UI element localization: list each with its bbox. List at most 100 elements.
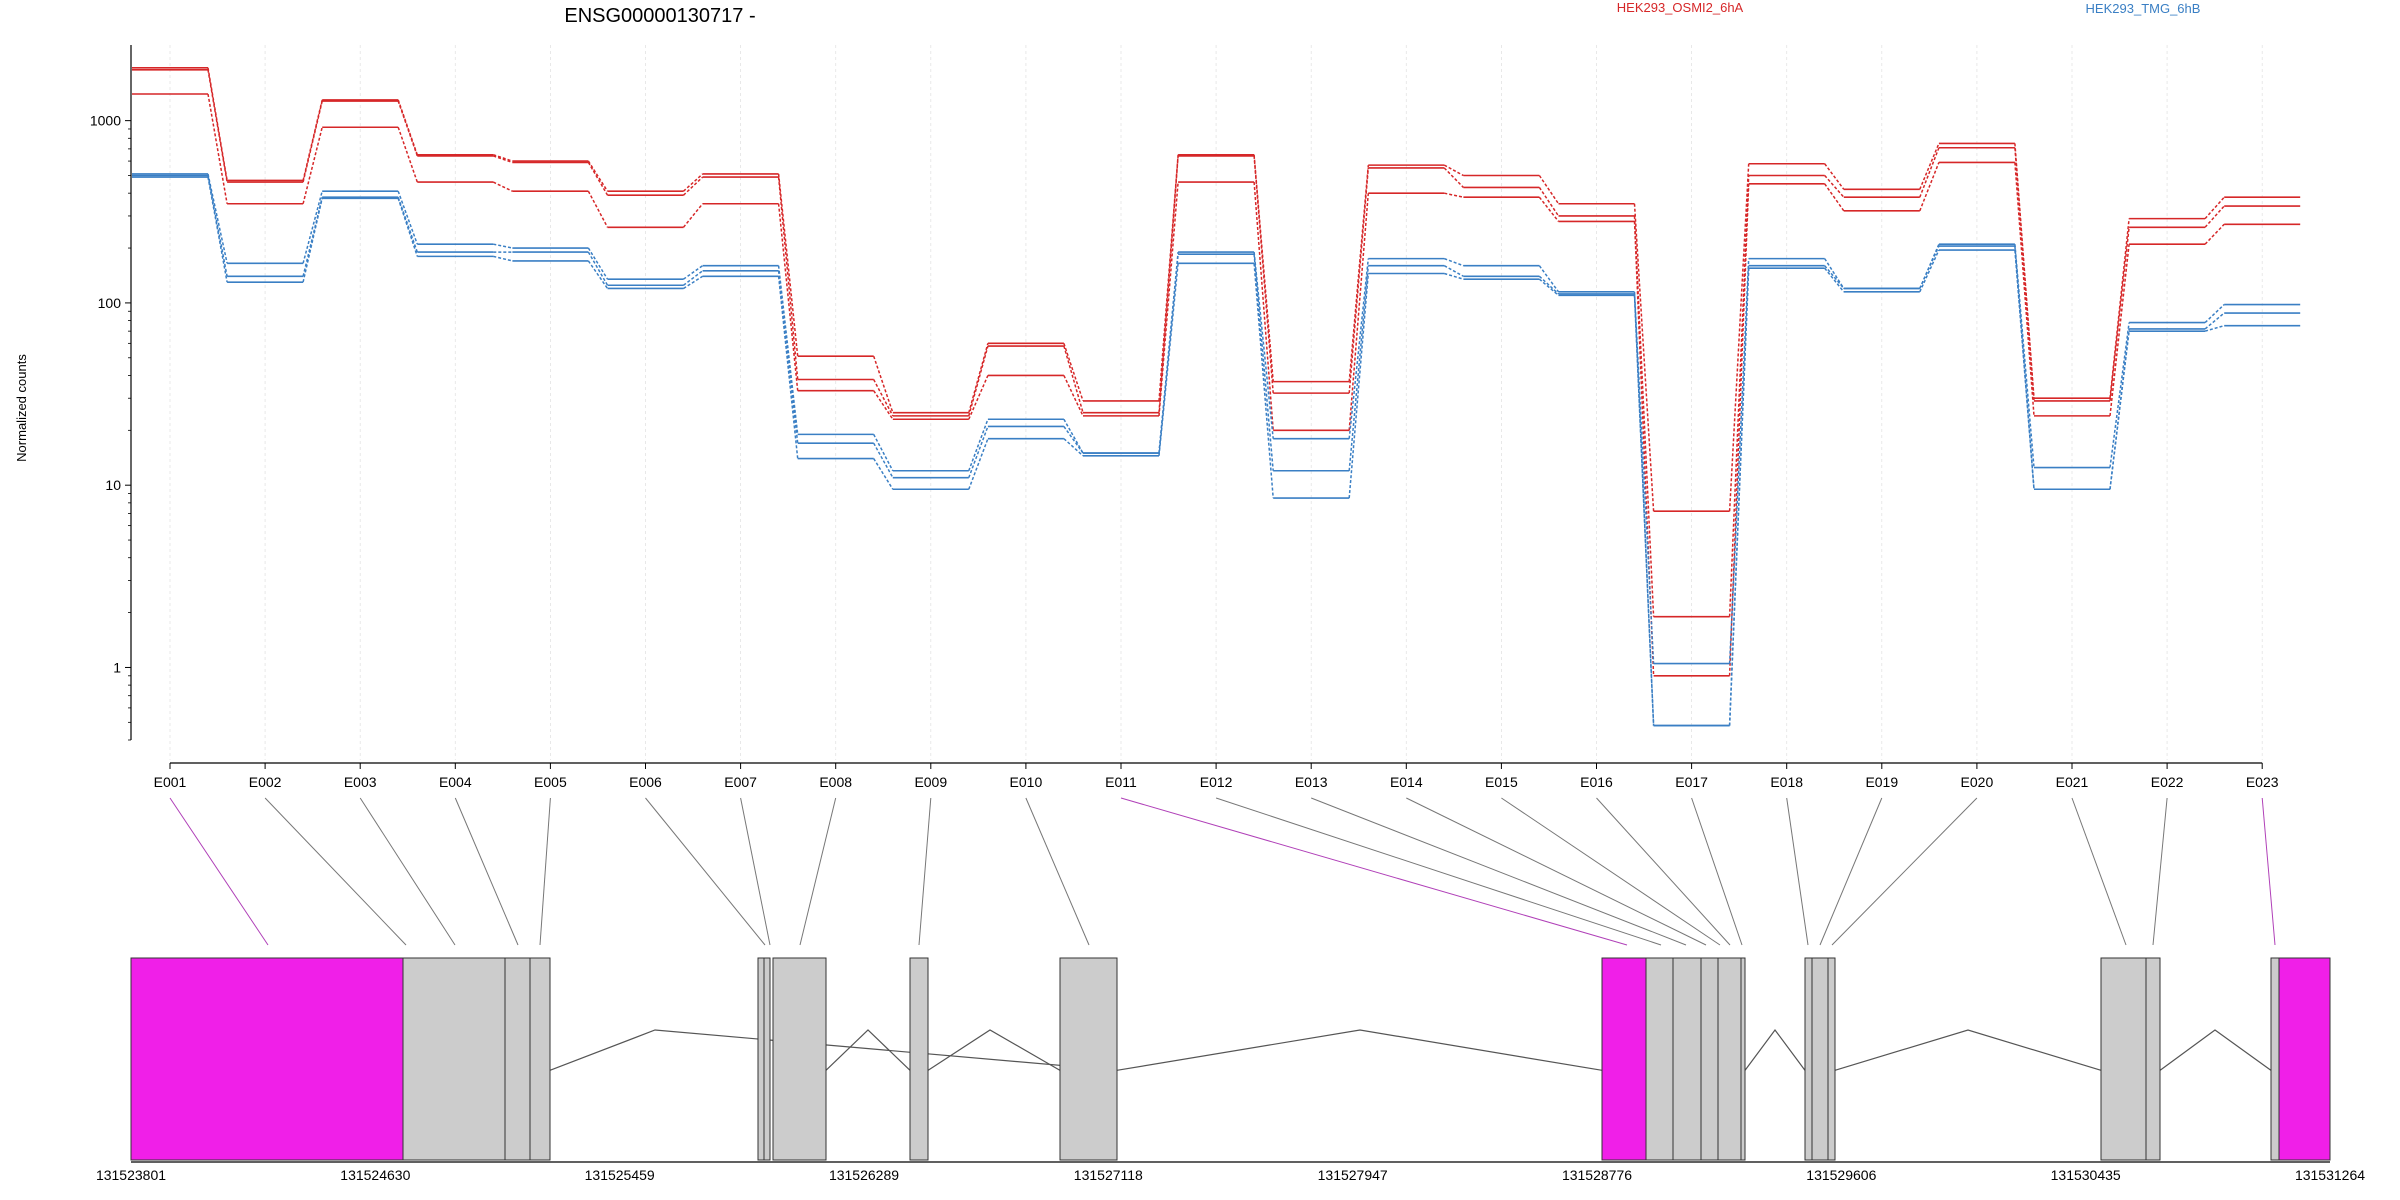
exon-connector [1406,797,1707,946]
gene-model [130,957,2331,1161]
legend-label-osmi2: HEK293_OSMI2_6hA [1617,0,1744,15]
series-transition [207,173,228,264]
series [132,174,2301,727]
series-transition [1348,265,1370,471]
x-tick-label: E019 [1865,774,1898,790]
series-transition [873,379,894,417]
exon-connector [799,797,837,946]
exon-connector [1691,797,1743,946]
series-transition [1538,275,1560,295]
exon-box [1811,957,1829,1161]
series-transition [968,438,989,490]
x-tick-label: E021 [2056,774,2089,790]
exon-box [2100,957,2147,1161]
series-transition [587,162,609,196]
coordinate-label: 131528776 [1562,1167,1632,1183]
series-transition [1348,258,1370,439]
x-tick-label: E001 [154,774,187,790]
coordinate-label: 131525459 [585,1167,655,1183]
series-transition [1538,196,1560,222]
exon-connector [539,797,551,946]
intron-line [549,1029,1118,1071]
x-grid [169,45,2263,760]
exon-connector [1025,797,1090,946]
x-tick-label: E005 [534,774,567,790]
exon-connector [169,797,269,946]
series-transition [1063,438,1084,457]
y-tick-label: 100 [98,295,122,311]
exon-box [909,957,929,1161]
series-transition [2109,244,2130,416]
coordinate-label: 131529606 [1806,1167,1876,1183]
exon-box-highlight [1601,957,1647,1161]
series-transition [1824,265,1845,289]
series-transition [1444,272,1464,280]
y-tick-label: 1 [113,659,121,675]
x-axis: E001 E002 E003 E004 E005 E006 E007 E008 E009 E010… [154,762,2279,790]
series-transition [1538,187,1560,217]
series-transition [873,458,894,490]
series-transition [1158,263,1179,456]
series-transition [968,426,989,478]
series-transition [587,160,609,192]
exon-connector [454,797,519,946]
series-lines [132,66,2301,727]
chart-title: ENSG00000130717 - [564,5,755,27]
exon-connector [1786,797,1809,946]
series-transition [1443,167,1464,188]
exon-box [1672,957,1702,1161]
exon-box-highlight [2278,957,2331,1161]
series-transition [1348,167,1370,394]
series-transition [2014,162,2035,416]
exon-box [2270,957,2280,1161]
series-transition [2204,223,2225,245]
exon-box [1717,957,1742,1161]
exon-connectors [169,797,2276,946]
series-transition [682,176,704,196]
y-tick-label: 1000 [90,113,121,129]
series-transition [587,260,609,289]
series-transition [1253,182,1274,431]
series-transition [1919,245,1940,289]
coordinate-label: 131526289 [829,1167,899,1183]
series-transition [873,442,894,479]
exon-connector [2261,797,2276,946]
genomic-coordinate-axis: 131523801 131524630 131525459 131526289 1315… [96,1161,2365,1183]
exon-box [757,957,765,1161]
series-transition [302,197,323,277]
series-transition [1919,162,1940,212]
exon-box [1645,957,1674,1161]
series-transition [2109,331,2130,490]
series-transition [1063,345,1084,413]
x-tick-label: E023 [2246,774,2279,790]
series-transition [1253,254,1274,471]
intron-line [825,1029,911,1071]
series-transition [1919,147,1940,198]
coordinate-label: 131524630 [340,1167,410,1183]
series-transition [2204,324,2225,332]
series-transition [682,173,704,192]
series [132,93,2301,677]
series-transition [968,375,989,420]
exon-connector [645,797,766,946]
series-transition [777,276,799,459]
series-transition [1728,268,1750,726]
series-transition [1538,175,1560,205]
series-transition [1919,143,1940,190]
series-transition [302,100,323,183]
series-transition [302,127,323,204]
exon-box [504,957,531,1161]
x-tick-label: E007 [724,774,757,790]
intron-line [1834,1029,2102,1071]
x-tick-label: E006 [629,774,662,790]
series-transition [777,203,799,391]
series-transition [1444,257,1464,267]
series-transition [777,173,799,357]
exon-connector [1215,797,1662,946]
series-transition [1063,343,1084,402]
exon-connector [264,797,407,946]
series-transition [302,99,323,181]
exon-box [1740,957,1746,1161]
series-transition [1158,182,1179,416]
series-transition [1728,175,1750,617]
